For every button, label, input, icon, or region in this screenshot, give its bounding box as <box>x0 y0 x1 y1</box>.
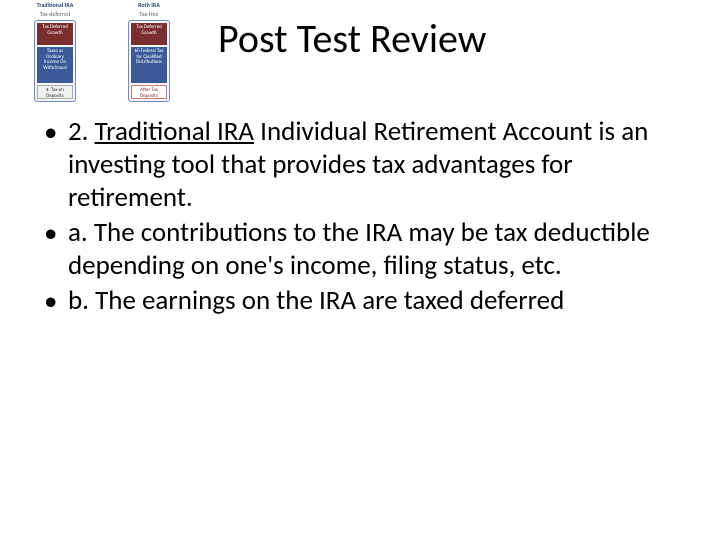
col2-seg-bot: After Tax Deposits <box>131 85 167 99</box>
bullet-item: • a. The contributions to the IRA may be… <box>44 217 684 283</box>
traditional-ira-box: Tax Deferred Growth Taxes as Ordinary In… <box>34 20 76 102</box>
col2-seg-mid: $0 Federal Tax for Qualified Distributio… <box>131 47 167 83</box>
col1-seg-mid: Taxes as Ordinary Income On Withdrawal <box>37 47 73 83</box>
bullet-marker: • <box>44 217 68 251</box>
ira-comparison-diagram: Traditional IRA Tax-deferred Roth IRA Ta… <box>2 2 210 104</box>
bullet-text: b. The earnings on the IRA are taxed def… <box>68 285 564 318</box>
bullet-text: 2. Traditional IRA Individual Retirement… <box>68 116 684 215</box>
col1-subheader: Tax-deferred <box>26 11 84 18</box>
bullet-item: • b. The earnings on the IRA are taxed d… <box>44 285 684 319</box>
bullet-marker: • <box>44 116 68 150</box>
bullet-item: • 2. Traditional IRA Individual Retireme… <box>44 116 684 215</box>
col2-header: Roth IRA <box>120 2 178 9</box>
col2-subheader: Tax-free <box>120 11 178 18</box>
bullet-list: • 2. Traditional IRA Individual Retireme… <box>44 116 684 320</box>
bullet-text: a. The contributions to the IRA may be t… <box>68 217 684 283</box>
slide-title: Post Test Review <box>218 14 486 63</box>
col2-seg-top: Tax Deferred Growth <box>131 23 167 45</box>
col1-header: Traditional IRA <box>26 2 84 9</box>
col1-seg-top: Tax Deferred Growth <box>37 23 73 45</box>
col1-seg-bot: $. Tax on Deposits <box>37 85 73 99</box>
roth-ira-box: Tax Deferred Growth $0 Federal Tax for Q… <box>128 20 170 102</box>
bullet-marker: • <box>44 285 68 319</box>
